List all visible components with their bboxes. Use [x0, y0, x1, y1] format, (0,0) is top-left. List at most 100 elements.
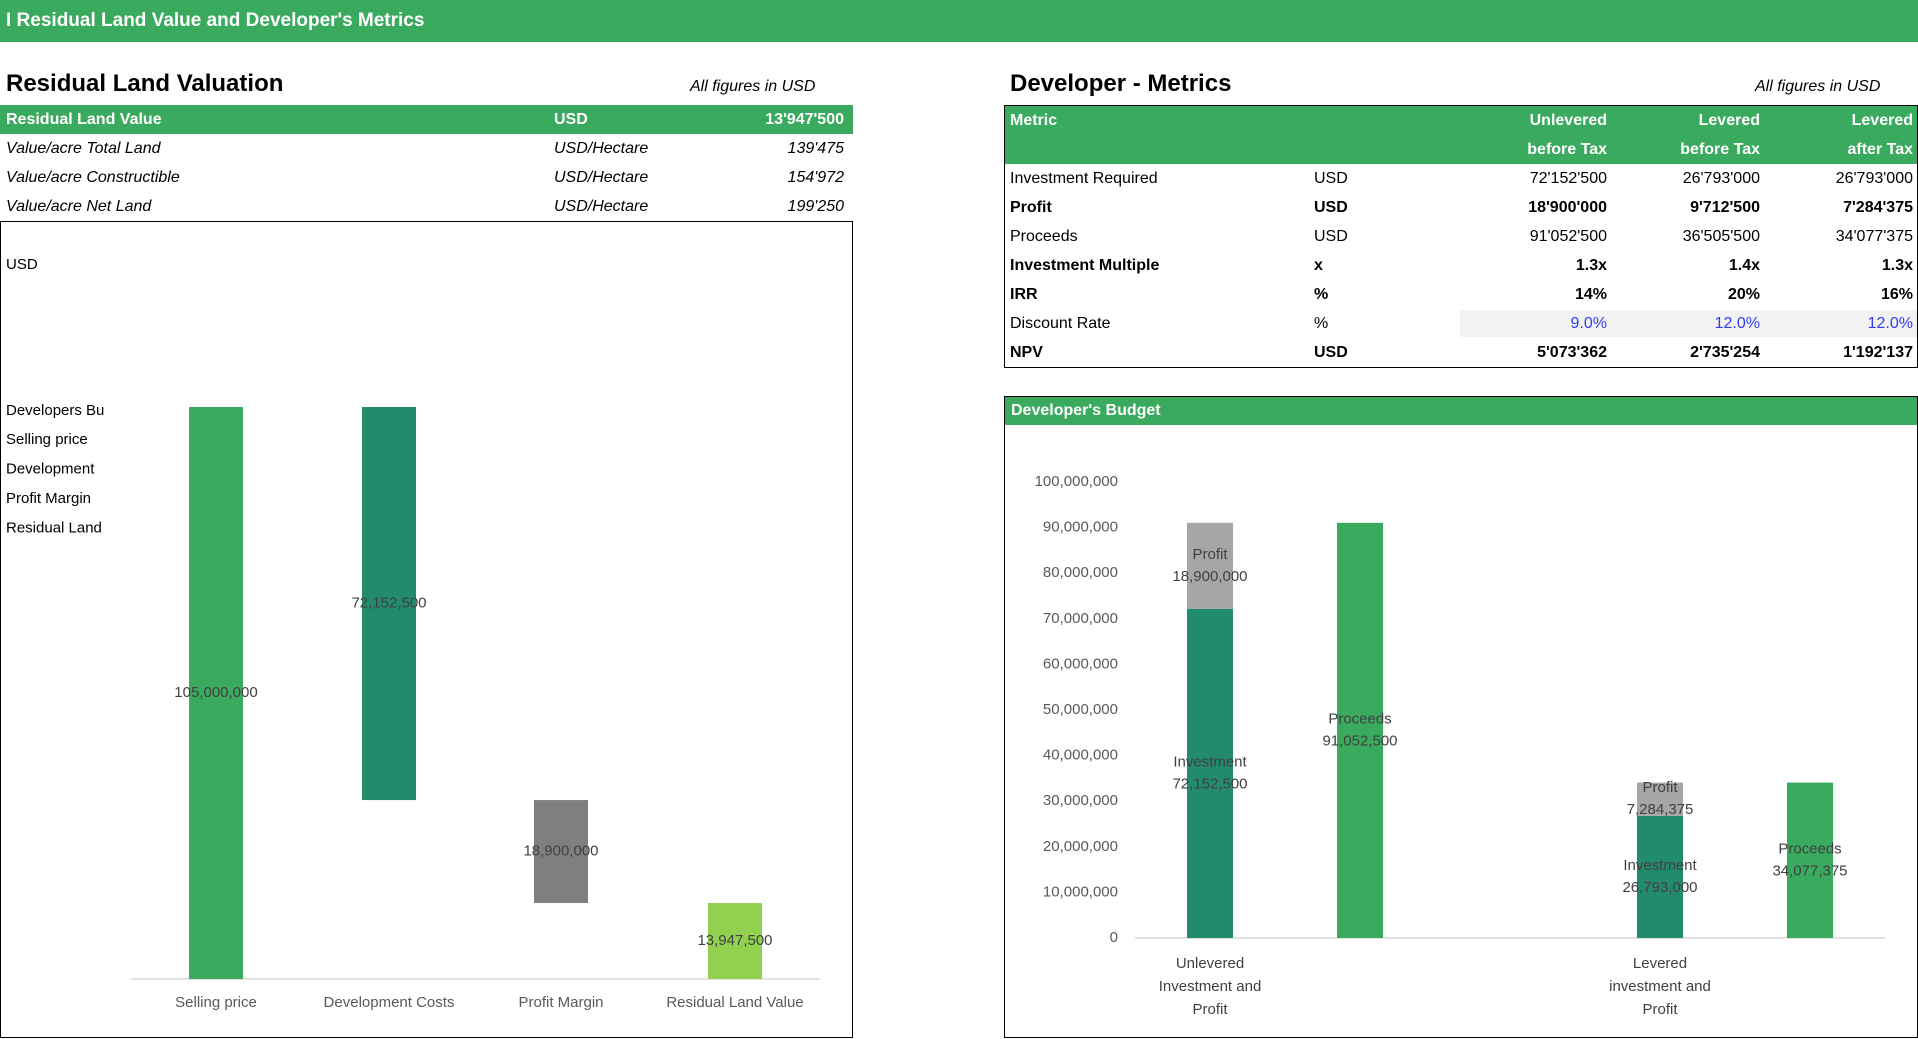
- x-tick-label: Selling price: [175, 994, 257, 1011]
- row-value: 18'900'000: [1528, 199, 1607, 216]
- row-unit: x: [1314, 257, 1323, 274]
- row-label: Investment Required: [1010, 170, 1158, 187]
- data-label: 18,900,000: [523, 843, 598, 860]
- row-unit: USD/Hectare: [554, 198, 649, 215]
- row-value: 154'972: [787, 169, 844, 186]
- table-row: Discount Rate% 9.0% 12.0% 12.0%: [1005, 309, 1917, 338]
- valuation-table: Residual Land Value USD 13'947'500 Value/ac…: [0, 105, 853, 222]
- bar-segment: [1337, 522, 1383, 938]
- y-tick-label: 0: [1110, 929, 1118, 946]
- row-label: Proceeds: [1010, 228, 1078, 245]
- legend-entry: Residual Land: [6, 519, 102, 536]
- row-value: 1.3x: [1881, 257, 1913, 274]
- bar-segment: [1187, 608, 1233, 938]
- row-value: 5'073'362: [1537, 344, 1607, 361]
- y-tick-label: 60,000,000: [1043, 655, 1118, 672]
- row-unit: %: [1314, 315, 1329, 332]
- y-tick-label: 70,000,000: [1043, 610, 1118, 627]
- table-row: NPV USD 5'073'362 2'735'254 1'192'137: [1005, 338, 1917, 367]
- table-header: Metric Unlevered before Tax Levered before…: [1005, 106, 1917, 164]
- row-unit: USD: [554, 111, 588, 128]
- y-tick-label: 50,000,000: [1043, 701, 1118, 718]
- row-value: 1.4x: [1728, 257, 1760, 274]
- x-tick-label: Profit Margin: [518, 994, 603, 1011]
- row-value: 12.0%: [1867, 315, 1913, 332]
- x-tick-label: Residual Land Value: [666, 994, 803, 1011]
- y-tick-label: 10,000,000: [1043, 883, 1118, 900]
- waterfall-bar: [362, 407, 416, 801]
- row-value: 16%: [1880, 286, 1913, 303]
- row-value: 14%: [1574, 286, 1607, 303]
- data-label: 91,052,500: [1322, 732, 1397, 749]
- header-column: Levered after Tax: [1847, 112, 1913, 158]
- table-row: IRR% 14% 20% 16%: [1005, 280, 1917, 309]
- metrics-table: Metric Unlevered before Tax Levered before…: [1004, 105, 1918, 368]
- row-label: Value/acre Net Land: [6, 198, 152, 215]
- data-label-name: Proceeds: [1328, 710, 1391, 727]
- x-tick-label: Development Costs: [324, 994, 455, 1011]
- y-tick-label: 80,000,000: [1043, 564, 1118, 581]
- header-column: Unlevered before Tax: [1527, 112, 1607, 158]
- row-value: 199'250: [787, 198, 844, 215]
- row-value: 20%: [1727, 286, 1760, 303]
- data-label: 105,000,000: [174, 684, 257, 701]
- data-label-name: Profit: [1192, 546, 1228, 563]
- row-value: 1'192'137: [1843, 344, 1913, 361]
- legend-entry: Profit Margin: [6, 490, 91, 507]
- row-value: 34'077'375: [1835, 228, 1913, 245]
- y-tick-label: 30,000,000: [1043, 792, 1118, 809]
- row-value: 26'793'000: [1835, 170, 1913, 187]
- input-shade: [1460, 310, 1917, 337]
- table-row: Proceeds USD 91'052'500 36'505'500 34'077'37…: [1005, 222, 1917, 251]
- row-label: Residual Land Value: [6, 111, 162, 128]
- bar-segment: [1637, 815, 1683, 938]
- row-label: Investment Multiple: [1010, 257, 1160, 274]
- waterfall-bar: [534, 800, 588, 904]
- row-label: Value/acre Total Land: [6, 140, 161, 157]
- row-unit: USD: [1314, 344, 1348, 361]
- row-label: Value/acre Constructible: [6, 169, 180, 186]
- waterfall-bar: [189, 407, 243, 979]
- table-row: Value/acre Total Land USD/Hectare 139'475: [0, 134, 853, 163]
- legend-entry: Development: [6, 460, 95, 477]
- table-row: Investment Multiple x 1.3x 1.4x 1.3x: [1005, 251, 1917, 280]
- row-value: 9.0%: [1570, 315, 1607, 332]
- row-label: Profit: [1010, 199, 1052, 216]
- table-row: Investment Required USD 72'152'500 26'793'0…: [1005, 164, 1917, 193]
- row-label: Discount Rate: [1010, 315, 1111, 332]
- waterfall-panel: [0, 221, 853, 1038]
- bar-segment: [1637, 782, 1683, 816]
- row-value: 12.0%: [1714, 315, 1760, 332]
- metrics-title: Developer - Metrics: [1010, 70, 1232, 97]
- data-label: 34,077,375: [1772, 862, 1847, 879]
- page-header: I Residual Land Value and Developer's Me…: [0, 0, 1918, 42]
- waterfall-bar: [708, 903, 762, 979]
- table-row: Value/acre Net Land USD/Hectare 199'250: [0, 192, 853, 221]
- data-label: 72,152,500: [351, 594, 426, 611]
- valuation-title: Residual Land Valuation: [6, 70, 284, 97]
- row-unit: %: [1314, 286, 1329, 303]
- row-unit: USD: [1314, 228, 1348, 245]
- table-row: Residual Land Value USD 13'947'500: [0, 105, 853, 134]
- axis-unit: USD: [6, 256, 38, 273]
- x-tick-label: Levered investment and Profit: [1609, 955, 1711, 1018]
- row-unit: USD: [1314, 199, 1348, 216]
- data-label: 7,284,375: [1627, 801, 1694, 818]
- row-label: NPV: [1010, 344, 1043, 361]
- table-row: Profit USD 18'900'000 9'712'500 7'284'375: [1005, 193, 1917, 222]
- data-label: 13,947,500: [697, 932, 772, 949]
- y-tick-label: 40,000,000: [1043, 747, 1118, 764]
- header-metric: Metric: [1010, 112, 1058, 129]
- row-value: 36'505'500: [1682, 228, 1760, 245]
- row-value: 91'052'500: [1529, 228, 1607, 245]
- row-unit: USD/Hectare: [554, 140, 649, 157]
- row-label: IRR: [1010, 286, 1038, 303]
- row-value: 26'793'000: [1682, 170, 1760, 187]
- y-tick-label: 90,000,000: [1043, 519, 1118, 536]
- row-value: 139'475: [787, 140, 844, 157]
- row-value: 1.3x: [1575, 257, 1607, 274]
- y-tick-label: 20,000,000: [1043, 838, 1118, 855]
- data-label-name: Proceeds: [1778, 840, 1841, 857]
- row-value: 2'735'254: [1690, 344, 1760, 361]
